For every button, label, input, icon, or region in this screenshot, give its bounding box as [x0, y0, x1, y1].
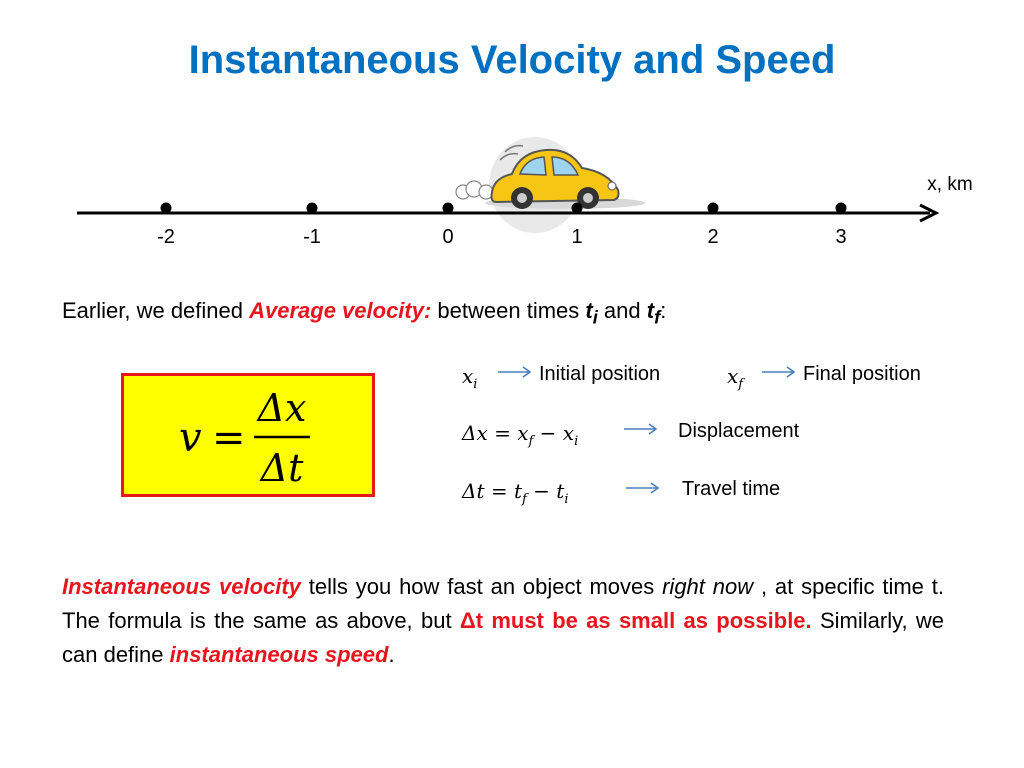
delta-t-emphasis: Δt must be as small as possible. — [459, 608, 812, 633]
page-title: Instantaneous Velocity and Speed — [188, 38, 836, 82]
travel-time-formula: Δt = tf − ti — [462, 479, 569, 507]
intro-colon: : — [660, 298, 667, 323]
average-velocity-term: Average velocity: — [249, 298, 432, 323]
right-now-text: right now — [662, 574, 754, 599]
formula-lhs: v — [179, 415, 202, 461]
t-symbol-2: t — [646, 298, 655, 323]
tick-label: 2 — [707, 226, 718, 248]
displacement-formula: Δx = xf − xi — [462, 421, 579, 449]
para-part2: , at specific time t. The formula is the… — [62, 574, 944, 633]
tick-dot — [571, 202, 583, 214]
tick-dot — [306, 202, 318, 214]
para-part1: tells you how fast an object moves — [300, 574, 663, 599]
tick-dot — [160, 202, 172, 214]
arrow-icon — [498, 366, 532, 378]
number-line: -2 -1 0 1 2 3 x, km — [77, 137, 973, 248]
para-end: . — [388, 642, 395, 667]
tick-label: -2 — [157, 226, 175, 248]
intro-prefix: Earlier, we defined — [62, 298, 250, 323]
para-part3: Similarly, we can define — [62, 608, 944, 667]
t-symbol: t — [585, 298, 593, 323]
intro-text: Earlier, we defined Average velocity: be… — [62, 298, 666, 328]
car-icon — [455, 137, 645, 233]
initial-position-label: Initial position — [539, 363, 661, 385]
tick-dot — [707, 202, 719, 214]
i-subscript: i — [592, 306, 598, 328]
travel-time-label: Travel time — [682, 478, 781, 500]
displacement-label: Displacement — [678, 420, 800, 442]
tick-label: 0 — [442, 226, 453, 248]
instantaneous-velocity-term: Instantaneous velocity — [62, 574, 301, 599]
tick-dots — [160, 202, 847, 214]
axis-arrowhead — [919, 203, 940, 223]
f-subscript: f — [654, 306, 661, 328]
formula-box: v = Δx Δt — [121, 373, 375, 497]
xi-symbol: xi — [462, 364, 478, 392]
tick-label: -1 — [303, 226, 321, 248]
final-position-label: Final position — [803, 363, 921, 385]
intro-and: and — [597, 298, 647, 323]
arrow-icon — [624, 423, 658, 435]
axis-label: x, km — [927, 174, 972, 195]
intro-middle: between times — [431, 298, 586, 323]
formula-denominator: Δt — [259, 446, 304, 490]
instantaneous-speed-term: instantaneous speed — [169, 642, 389, 667]
tick-dot — [442, 202, 454, 214]
formula-equals: = — [212, 415, 246, 461]
formula-numerator: Δx — [256, 386, 307, 430]
tick-dot — [835, 202, 847, 214]
tick-label: 3 — [835, 226, 846, 248]
arrow-icon — [626, 482, 660, 494]
tick-labels: -2 -1 0 1 2 3 — [157, 226, 846, 248]
tick-label: 1 — [571, 226, 582, 248]
arrow-icon — [762, 366, 796, 378]
instantaneous-velocity-paragraph: Instantaneous velocity tells you how fas… — [62, 570, 944, 672]
xf-symbol: xf — [727, 364, 744, 392]
